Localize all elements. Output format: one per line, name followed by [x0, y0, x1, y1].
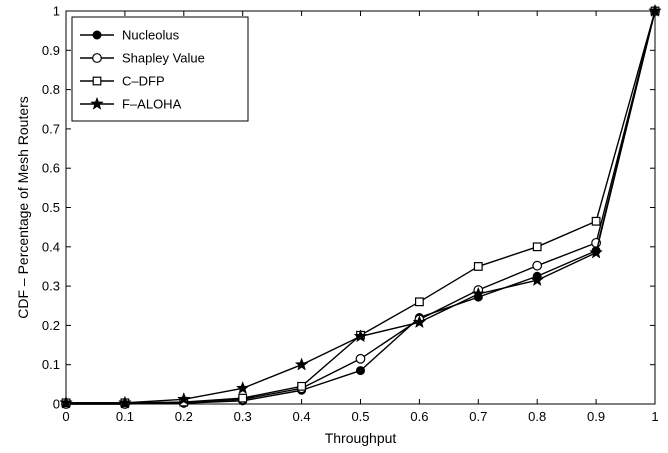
data-point	[530, 272, 545, 287]
data-point	[235, 381, 250, 395]
legend-label: C–DFP	[122, 74, 165, 89]
y-axis-ticks: 0 0.1 0.2 0.3 0.4 0.5 0.6 0.7 0.8 0.9 1	[42, 4, 655, 412]
data-point	[297, 381, 306, 391]
x-tick-label: 0.3	[234, 409, 252, 424]
data-point	[591, 216, 601, 226]
legend-marker	[92, 53, 102, 63]
data-point	[353, 329, 368, 343]
data-point	[356, 366, 365, 376]
y-tick-label: 0.8	[42, 82, 60, 97]
legend-label: Nucleolus	[122, 28, 180, 43]
legend-label: F–ALOHA	[122, 97, 182, 112]
y-tick-label: 0.4	[42, 239, 60, 254]
legend-marker	[92, 76, 102, 86]
data-point	[176, 392, 191, 406]
x-tick-label: 0.6	[410, 409, 428, 424]
legend-entry: Shapley Value	[80, 51, 205, 66]
legend-entry: C–DFP	[80, 74, 165, 89]
x-axis-label: Throughput	[325, 430, 397, 446]
data-point	[355, 353, 366, 364]
x-tick-label: 0.8	[528, 409, 546, 424]
x-tick-label: 0	[62, 409, 69, 424]
x-tick-label: 0.5	[351, 409, 369, 424]
x-tick-label: 1	[651, 409, 658, 424]
legend-entry: Nucleolus	[80, 28, 180, 43]
data-point	[294, 357, 309, 371]
data-point	[471, 286, 486, 300]
legend-marker	[92, 30, 102, 40]
legend-label: Shapley Value	[122, 51, 205, 66]
data-point	[415, 297, 424, 307]
data-point	[532, 260, 543, 271]
y-tick-label: 0.1	[42, 357, 60, 372]
x-tick-label: 0.2	[175, 409, 193, 424]
y-axis-label: CDF – Percentage of Mesh Routers	[15, 96, 31, 319]
x-tick-label: 0.1	[116, 409, 134, 424]
legend-marker	[90, 96, 104, 110]
data-point	[473, 262, 483, 271]
data-point	[648, 3, 662, 17]
x-tick-label: 0.7	[469, 409, 487, 424]
data-point	[118, 395, 132, 409]
y-tick-label: 0.7	[42, 121, 60, 136]
x-axis-ticks: 0 0.1 0.2 0.3 0.4 0.5 0.6 0.7 0.8 0.9 1	[62, 11, 659, 424]
data-point	[589, 245, 603, 259]
y-tick-label: 0.5	[42, 200, 60, 215]
data-point	[238, 393, 248, 403]
y-tick-label: 0.6	[42, 161, 60, 176]
data-point	[532, 242, 542, 252]
data-point	[412, 315, 427, 329]
x-tick-label: 0.9	[587, 409, 605, 424]
data-point	[59, 395, 73, 409]
series-3	[59, 3, 662, 409]
series-layer	[59, 3, 662, 409]
y-tick-label: 0.3	[42, 279, 60, 294]
y-tick-label: 0	[53, 397, 60, 412]
x-tick-label: 0.4	[293, 409, 311, 424]
y-tick-label: 0.9	[42, 43, 60, 58]
y-tick-label: 1	[53, 4, 60, 19]
legend: Nucleolus Shapley Value C–DFP F–ALOHA	[71, 16, 249, 122]
legend-entry: F–ALOHA	[80, 97, 182, 112]
y-tick-label: 0.2	[42, 318, 60, 333]
